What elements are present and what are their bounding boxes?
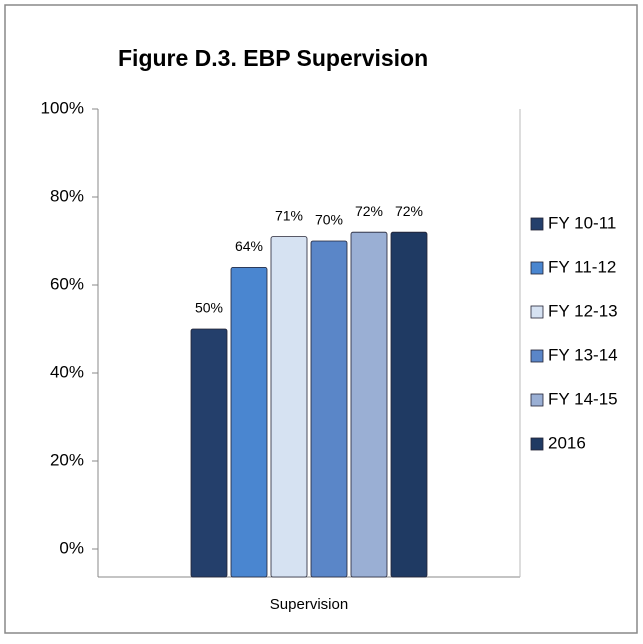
legend-swatch <box>530 349 544 363</box>
value-label: 50% <box>195 300 223 316</box>
legend-swatch <box>530 393 544 407</box>
value-label: 71% <box>275 207 303 223</box>
legend-label: FY 12-13 <box>548 301 618 320</box>
y-tick-label: 100% <box>41 98 84 117</box>
bar <box>390 231 428 578</box>
bar <box>230 266 268 578</box>
legend-label: 2016 <box>548 433 586 452</box>
value-label: 64% <box>235 238 263 254</box>
bar <box>310 240 348 578</box>
value-label: 72% <box>355 203 383 219</box>
y-tick-label: 60% <box>50 274 84 293</box>
bar <box>270 236 308 578</box>
legend-label: FY 13-14 <box>548 345 618 364</box>
bar <box>190 328 228 578</box>
chart-title: Figure D.3. EBP Supervision <box>118 45 428 71</box>
legend-label: FY 10-11 <box>548 213 616 232</box>
y-tick-label: 0% <box>59 538 84 557</box>
value-label: 70% <box>315 212 343 228</box>
legend-swatch <box>530 217 544 231</box>
value-label: 72% <box>395 203 423 219</box>
legend-label: FY 11-12 <box>548 257 616 276</box>
x-tick-label: Supervision <box>270 596 348 613</box>
y-tick-label: 40% <box>50 362 84 381</box>
legend-swatch <box>530 437 544 451</box>
y-tick-label: 20% <box>50 450 84 469</box>
y-tick-label: 80% <box>50 186 84 205</box>
legend-label: FY 14-15 <box>548 389 618 408</box>
legend-swatch <box>530 261 544 275</box>
bar <box>350 231 388 578</box>
legend-swatch <box>530 305 544 319</box>
